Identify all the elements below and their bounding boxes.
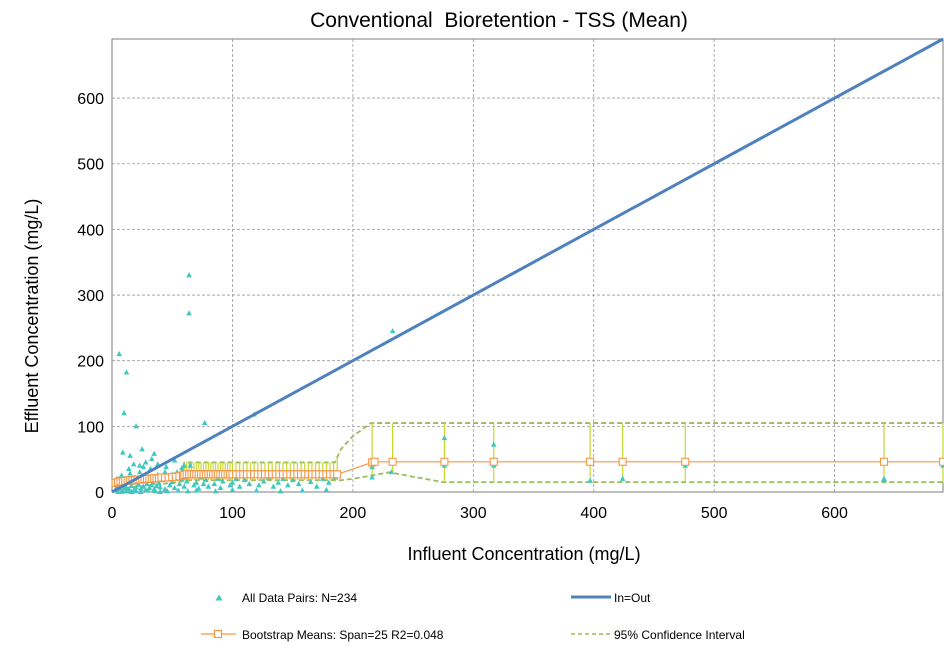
x-tick-label: 0 bbox=[108, 505, 117, 522]
x-axis-label: Influent Concentration (mg/L) bbox=[407, 544, 640, 564]
y-tick-label: 0 bbox=[95, 485, 104, 502]
y-tick-label: 300 bbox=[77, 288, 104, 305]
legend-item-data-pairs: All Data Pairs: N=234 bbox=[216, 591, 358, 605]
x-tick-label: 200 bbox=[340, 505, 367, 522]
bootstrap-marker bbox=[490, 458, 497, 465]
legend-label-ci: 95% Confidence Interval bbox=[614, 628, 745, 642]
bootstrap-marker bbox=[334, 471, 341, 478]
x-tick-label: 600 bbox=[821, 505, 848, 522]
y-tick-label: 400 bbox=[77, 222, 104, 239]
x-tick-label: 100 bbox=[219, 505, 246, 522]
bootstrap-marker bbox=[880, 458, 887, 465]
y-axis-label: Effluent Concentration (mg/L) bbox=[22, 199, 42, 434]
legend-item-bootstrap: Bootstrap Means: Span=25 R2=0.048 bbox=[201, 628, 444, 642]
bootstrap-marker bbox=[441, 458, 448, 465]
bootstrap-marker bbox=[389, 458, 396, 465]
legend-label-data-pairs: All Data Pairs: N=234 bbox=[242, 591, 357, 605]
bootstrap-marker bbox=[587, 458, 594, 465]
x-tick-label: 400 bbox=[580, 505, 607, 522]
bootstrap-marker bbox=[619, 458, 626, 465]
legend-item-ci: 95% Confidence Interval bbox=[571, 628, 745, 642]
bootstrap-marker bbox=[371, 458, 378, 465]
legend-item-in-out: In=Out bbox=[571, 591, 651, 605]
y-tick-label: 500 bbox=[77, 157, 104, 174]
bootstrap-marker bbox=[940, 458, 944, 465]
x-tick-label: 300 bbox=[460, 505, 487, 522]
chart-title: Conventional Bioretention - TSS (Mean) bbox=[310, 9, 688, 32]
y-tick-label: 100 bbox=[77, 419, 104, 436]
legend-marker-square-icon bbox=[215, 631, 222, 638]
y-tick-label: 200 bbox=[77, 354, 104, 371]
legend-label-in-out: In=Out bbox=[614, 591, 651, 605]
bootstrap-marker bbox=[682, 458, 689, 465]
x-tick-label: 500 bbox=[701, 505, 728, 522]
legend-marker-triangle-icon bbox=[216, 595, 223, 601]
y-tick-label: 600 bbox=[77, 91, 104, 108]
legend-label-bootstrap: Bootstrap Means: Span=25 R2=0.048 bbox=[242, 628, 444, 642]
legend: All Data Pairs: N=234 In=Out Bootstrap M… bbox=[201, 591, 745, 642]
